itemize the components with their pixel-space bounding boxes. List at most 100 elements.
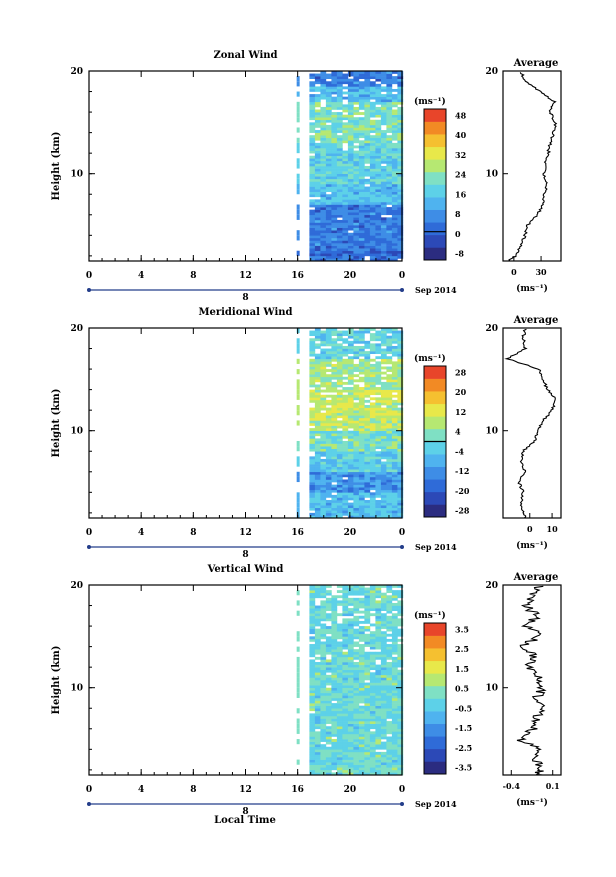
heatmap-cell: [336, 83, 343, 87]
heatmap-cell: [309, 376, 316, 380]
heatmap-cell: [336, 114, 343, 118]
heatmap-cell: [347, 762, 354, 766]
heatmap-cell: [320, 726, 327, 730]
heatmap-cell: [325, 746, 332, 750]
heatmap-cell: [358, 417, 365, 421]
heatmap-cell: [369, 690, 376, 694]
heatmap-cell: [369, 597, 376, 601]
heatmap-cell: [397, 135, 404, 139]
heatmap-cell: [358, 235, 365, 239]
heatmap-cell: [369, 438, 376, 442]
heatmap-cell: [347, 237, 354, 241]
colorbar-swatch: [424, 366, 446, 379]
heatmap-cell: [314, 94, 321, 97]
heatmap-cell: [397, 217, 404, 221]
heatmap-cell: [353, 438, 360, 442]
heatmap-cell: [397, 392, 404, 396]
heatmap-cell: [369, 106, 376, 110]
heatmap-cell: [353, 487, 360, 491]
heatmap-cell: [309, 592, 316, 596]
heatmap-cell: [386, 330, 393, 334]
heatmap-cell: [358, 669, 365, 673]
heatmap-cell: [358, 656, 365, 660]
x-tick-label: 0: [86, 271, 92, 281]
heatmap-cell: [336, 623, 343, 627]
heatmap-cell: [375, 610, 382, 614]
heatmap-cell: [314, 494, 321, 498]
heatmap-cell: [331, 374, 338, 378]
heatmap-cell: [296, 667, 300, 673]
heatmap-cell: [320, 358, 327, 362]
heatmap-cell: [391, 602, 398, 606]
heatmap-cell: [342, 479, 349, 483]
heatmap-cell: [358, 394, 365, 398]
heatmap-cell: [397, 726, 404, 730]
heatmap-cell: [397, 631, 404, 635]
heatmap-cell: [397, 692, 404, 696]
heatmap-cell: [320, 731, 327, 735]
heatmap-cell: [391, 148, 398, 151]
heatmap-cell: [358, 76, 365, 80]
heatmap-cell: [358, 492, 365, 496]
heatmap-cell: [369, 602, 376, 606]
x-tick-label: 4: [138, 271, 144, 281]
heatmap-cell: [364, 438, 371, 442]
heatmap-cell: [386, 88, 393, 92]
heatmap-cell: [375, 759, 382, 763]
heatmap-cell: [353, 713, 360, 717]
heatmap-cell: [331, 628, 338, 632]
heatmap-cell: [309, 479, 316, 483]
heatmap-cell: [331, 726, 338, 730]
heatmap-cell: [353, 685, 360, 689]
heatmap-cell: [386, 605, 393, 609]
heatmap-cell: [336, 214, 343, 218]
heatmap-cell: [397, 178, 404, 182]
heatmap-cell: [314, 618, 321, 622]
heatmap-cell: [342, 163, 349, 167]
heatmap-cell: [386, 726, 393, 730]
heatmap-cell: [391, 497, 398, 501]
heatmap-cell: [342, 358, 349, 362]
heatmap-cell: [342, 196, 349, 200]
heatmap-cell: [331, 428, 338, 432]
heatmap-cell: [386, 369, 393, 372]
heatmap-cell: [386, 687, 393, 691]
heatmap-cell: [364, 654, 371, 658]
heatmap-cell: [309, 600, 316, 604]
heatmap-cell: [309, 726, 316, 730]
heatmap-cell: [347, 196, 354, 200]
heatmap-cell: [309, 762, 316, 766]
heatmap-cell: [391, 191, 398, 195]
heatmap-cell: [309, 250, 316, 254]
heatmap-cell: [309, 178, 316, 182]
heatmap-cell: [353, 466, 360, 470]
heatmap-cell: [358, 428, 365, 432]
heatmap-cell: [380, 656, 387, 660]
heatmap-cell: [325, 137, 332, 141]
heatmap-cell: [391, 458, 398, 462]
heatmap-cell: [358, 145, 365, 149]
heatmap-cell: [369, 83, 376, 87]
heatmap-cell: [353, 759, 360, 763]
heatmap-cell: [314, 166, 321, 169]
heatmap-cell: [369, 641, 376, 645]
heatmap-cell: [325, 88, 332, 92]
heatmap-cell: [325, 700, 332, 704]
heatmap-cell: [314, 117, 321, 121]
heatmap-cell: [358, 453, 365, 457]
heatmap-cell: [380, 243, 387, 246]
heatmap-cell: [386, 425, 393, 429]
heatmap-cell: [397, 682, 404, 686]
heatmap-cell: [397, 669, 404, 673]
heatmap-cell: [347, 590, 354, 594]
heatmap-cell: [397, 646, 404, 650]
heatmap-cell: [375, 708, 382, 712]
heatmap-cell: [314, 225, 321, 228]
heatmap-cell: [397, 76, 404, 80]
heatmap-cell: [320, 214, 327, 218]
heatmap-cell: [358, 73, 365, 77]
heatmap-cell: [347, 646, 354, 650]
heatmap-cell: [325, 379, 332, 383]
heatmap-cell: [380, 173, 387, 177]
heatmap-cell: [331, 258, 338, 262]
